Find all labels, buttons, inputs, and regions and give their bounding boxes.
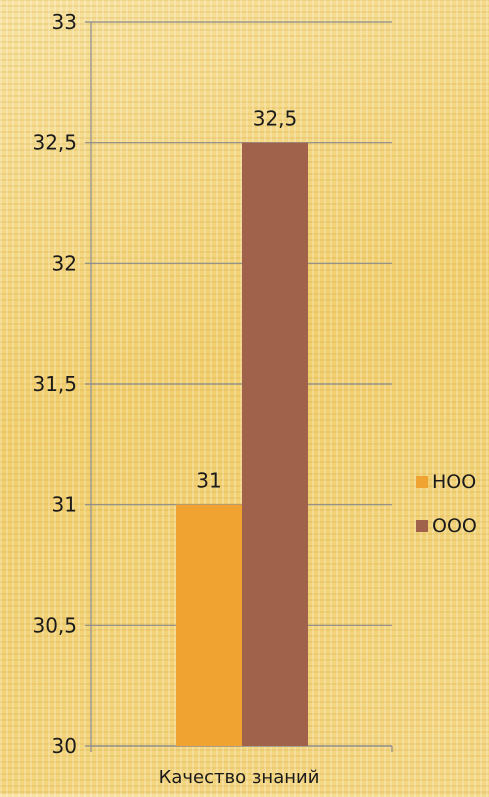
y-tick-label: 33 xyxy=(52,10,77,34)
legend-swatch xyxy=(416,476,428,488)
legend: НОО ООО xyxy=(416,471,477,537)
bar-noo xyxy=(176,504,242,746)
bar-ooo xyxy=(242,142,308,746)
y-tick-labels: 30 30,5 31 31,5 32 32,5 33 xyxy=(32,10,77,758)
data-label: 31 xyxy=(196,469,221,493)
bars xyxy=(176,142,308,746)
y-tick-label: 32 xyxy=(52,251,77,275)
y-tick-label: 30,5 xyxy=(32,613,77,637)
y-tick-label: 32,5 xyxy=(32,131,77,155)
x-category-labels: Качество знаний xyxy=(159,767,320,788)
data-label: 32,5 xyxy=(253,107,298,131)
y-tick-label: 31,5 xyxy=(32,372,77,396)
legend-label: ООО xyxy=(432,515,477,537)
legend-label: НОО xyxy=(432,471,476,493)
x-category-label: Качество знаний xyxy=(159,767,320,788)
data-labels: 31 32,5 xyxy=(196,107,297,493)
legend-swatch xyxy=(416,520,428,532)
y-tick-label: 31 xyxy=(52,493,77,517)
y-tick-label: 30 xyxy=(52,734,77,758)
